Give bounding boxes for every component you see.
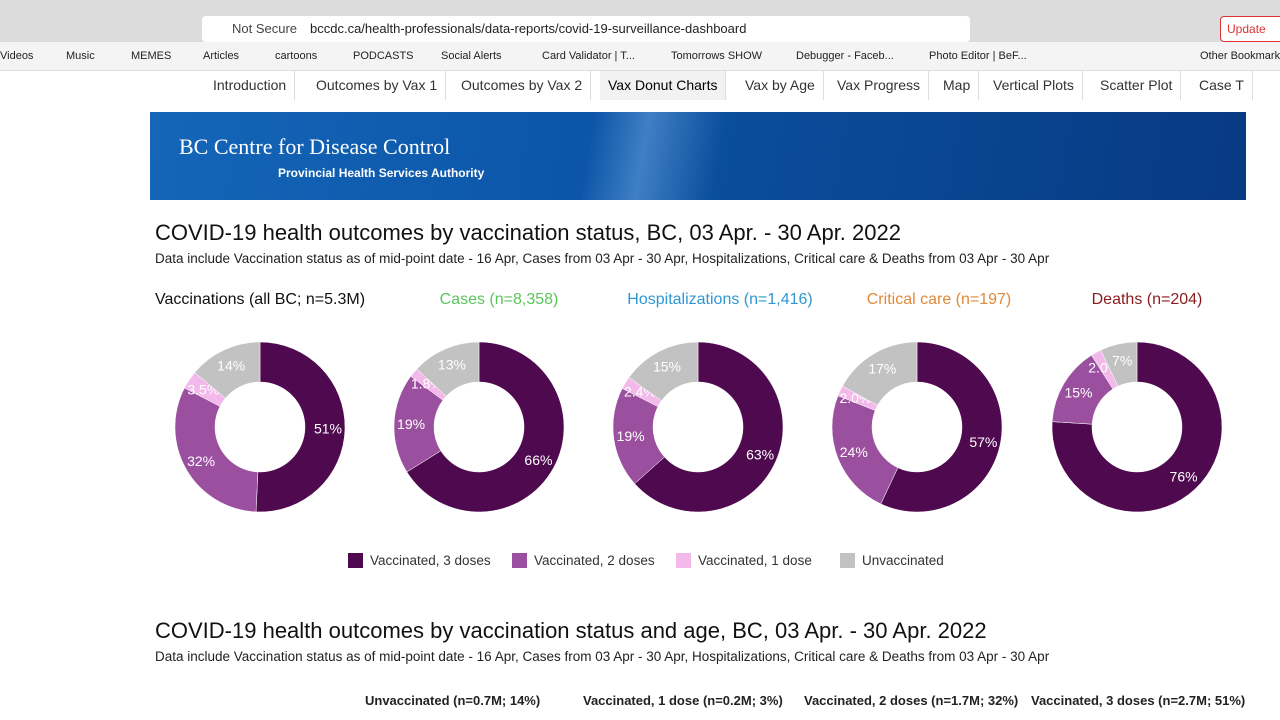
column-header: Unvaccinated (n=0.7M; 14%) [365,693,541,708]
bookmarks-bar: Videos Music MEMES Articles cartoons PODCASTS… [0,42,1280,71]
security-status: Not Secure [232,21,298,36]
tab[interactable]: Outcomes by Vax 1 [308,71,447,100]
legend-swatch [676,553,691,568]
bookmark[interactable]: Debugger - Faceb... [796,50,894,62]
chart-title: Cases (n=8,358) [440,291,559,308]
data-label: 19% [617,428,645,444]
data-label: 7% [1112,353,1132,369]
tab[interactable]: Map [935,71,980,100]
donut-segment [416,341,480,397]
section-title: COVID-19 health outcomes by vaccination … [155,618,987,643]
update-button[interactable]: Update [1220,16,1280,42]
bookmark[interactable]: MEMES [131,50,172,62]
address-bar[interactable]: Not Secure bccdc.ca/health-professionals… [202,16,970,42]
data-label: 51% [314,421,342,437]
tab[interactable]: Introduction [205,71,296,100]
tab[interactable]: Vax by Age [737,71,824,100]
data-label: 24% [840,444,868,460]
data-label: 19% [397,416,425,432]
tab[interactable]: Vax Progress [829,71,929,100]
donut-segment [255,341,346,513]
banner-subtitle: Provincial Health Services Authority [278,166,485,180]
bookmark[interactable]: Photo Editor | BeF... [929,50,1027,62]
legend-label: Vaccinated, 3 doses [370,553,491,568]
section-title: COVID-19 health outcomes by vaccination … [155,220,901,245]
chart-title: Critical care (n=197) [867,291,1012,308]
data-label: 76% [1170,469,1198,485]
browser-toolbar: Not Secure bccdc.ca/health-professionals… [0,0,1280,42]
bookmark[interactable]: PODCASTS [353,50,414,62]
donut-segment [634,341,784,513]
tab[interactable]: Vax Donut Charts [600,71,727,100]
tab[interactable]: Scatter Plot [1092,71,1182,100]
donut-segment [174,387,259,513]
column-header: Vaccinated, 3 doses (n=2.7M; 51%) [1031,693,1246,708]
chart-title: Vaccinations (all BC; n=5.3M) [155,291,365,308]
data-label: 57% [969,434,997,450]
chart-title: Deaths (n=204) [1092,291,1203,308]
legend-label: Vaccinated, 2 doses [534,553,655,568]
bookmark[interactable]: Tomorrows SHOW [671,50,763,62]
donut-segment [628,341,699,402]
data-label: 66% [524,452,552,468]
donut-segment [880,341,1003,513]
donut-segment [194,341,261,399]
section-subtitle: Data include Vaccination status as of mi… [155,251,1050,266]
legend-swatch [348,553,363,568]
bookmark[interactable]: Social Alerts [441,50,502,62]
donut-segment [1051,341,1223,513]
bookmark[interactable]: Other Bookmark [1200,50,1280,62]
data-label: 13% [438,357,466,373]
section-subtitle: Data include Vaccination status as of mi… [155,649,1050,664]
donut-charts: Vaccinations (all BC; n=5.3M)51%32%3.5%1… [155,291,1223,568]
bookmark[interactable]: Music [66,50,95,62]
column-header: Vaccinated, 1 dose (n=0.2M; 3%) [583,693,783,708]
tab[interactable]: Case T [1191,71,1253,100]
bookmark[interactable]: Card Validator | T... [542,50,635,62]
chart-title: Hospitalizations (n=1,416) [627,291,812,308]
url: bccdc.ca/health-professionals/data-repor… [310,21,747,36]
legend-swatch [512,553,527,568]
tab-strip: Introduction Outcomes by Vax 1 Outcomes by… [0,71,1280,101]
data-label: 63% [746,447,774,463]
data-label: 17% [868,360,896,376]
data-label: 32% [187,453,215,469]
bookmark[interactable]: Videos [0,50,34,62]
donut-segment [406,341,565,513]
bookmark[interactable]: Articles [203,50,240,62]
bookmark[interactable]: cartoons [275,50,318,62]
data-label: 15% [1064,384,1092,400]
donut-segment [1100,341,1138,387]
legend-label: Vaccinated, 1 dose [698,553,812,568]
legend-swatch [840,553,855,568]
banner-title: BC Centre for Disease Control [179,134,451,159]
donut-segment [842,341,918,406]
tab[interactable]: Vertical Plots [985,71,1083,100]
legend-label: Unvaccinated [862,553,944,568]
data-label: 14% [217,357,245,373]
banner: BC Centre for Disease Control Provincial… [150,112,1246,200]
column-header: Vaccinated, 2 doses (n=1.7M; 32%) [804,693,1019,708]
data-label: 15% [653,358,681,374]
tab[interactable]: Outcomes by Vax 2 [453,71,592,100]
